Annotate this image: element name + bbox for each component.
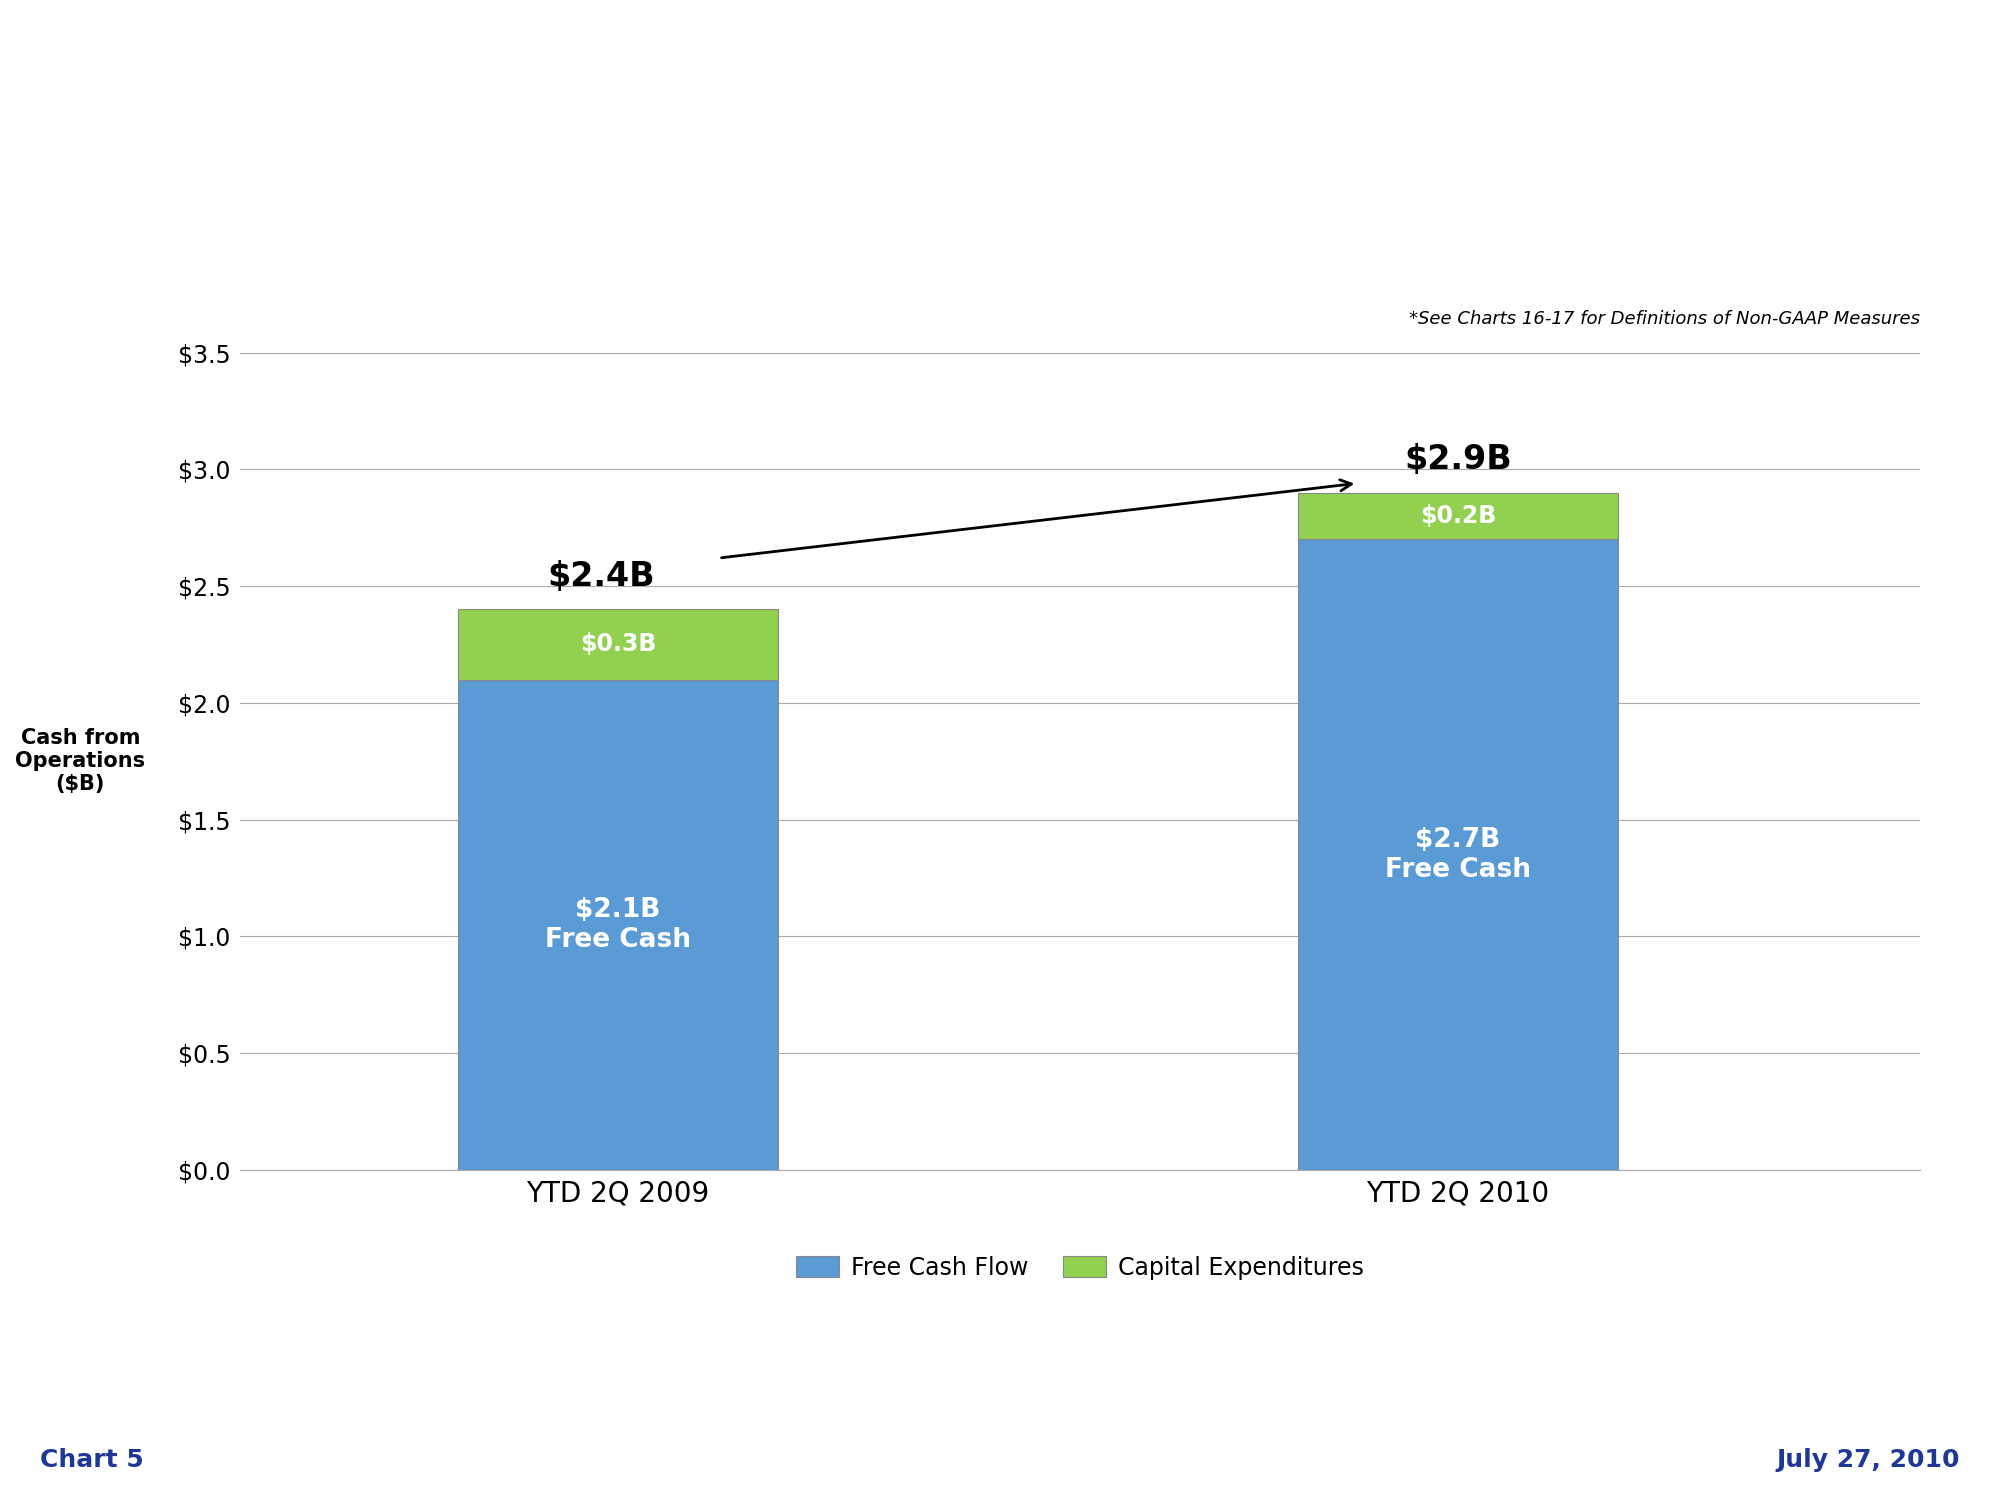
Text: $0.2B: $0.2B (1420, 504, 1496, 528)
Text: $2.4B: $2.4B (548, 560, 656, 592)
Text: *See Charts 16-17 for Definitions of Non-GAAP Measures: *See Charts 16-17 for Definitions of Non… (1408, 310, 1920, 328)
Text: Chart 5: Chart 5 (40, 1449, 144, 1473)
Bar (1298, 540, 1618, 1170)
Bar (458, 680, 778, 1170)
Bar (1298, 492, 1618, 540)
Text: July 27, 2010: July 27, 2010 (1776, 1449, 1960, 1473)
Text: $2.7B
Free Cash: $2.7B Free Cash (1384, 827, 1532, 882)
Bar (458, 609, 778, 680)
Text: $0.3B: $0.3B (580, 633, 656, 657)
Text: 2Q YTD Cash From Operations: 2Q YTD Cash From Operations (80, 64, 1348, 138)
Text: $2.9 Billion After Funding $350M to Pension: $2.9 Billion After Funding $350M to Pens… (602, 1374, 1398, 1416)
Text: Strong Cash Generation YTD 2010....: Strong Cash Generation YTD 2010.... (598, 1317, 1402, 1354)
Text: Cash from
Operations
($B): Cash from Operations ($B) (16, 728, 146, 795)
Text: ($B): ($B) (80, 177, 160, 210)
Text: $2.1B
Free Cash: $2.1B Free Cash (544, 897, 692, 952)
Legend: Free Cash Flow, Capital Expenditures: Free Cash Flow, Capital Expenditures (786, 1246, 1374, 1288)
Text: $2.9B: $2.9B (1404, 444, 1512, 477)
